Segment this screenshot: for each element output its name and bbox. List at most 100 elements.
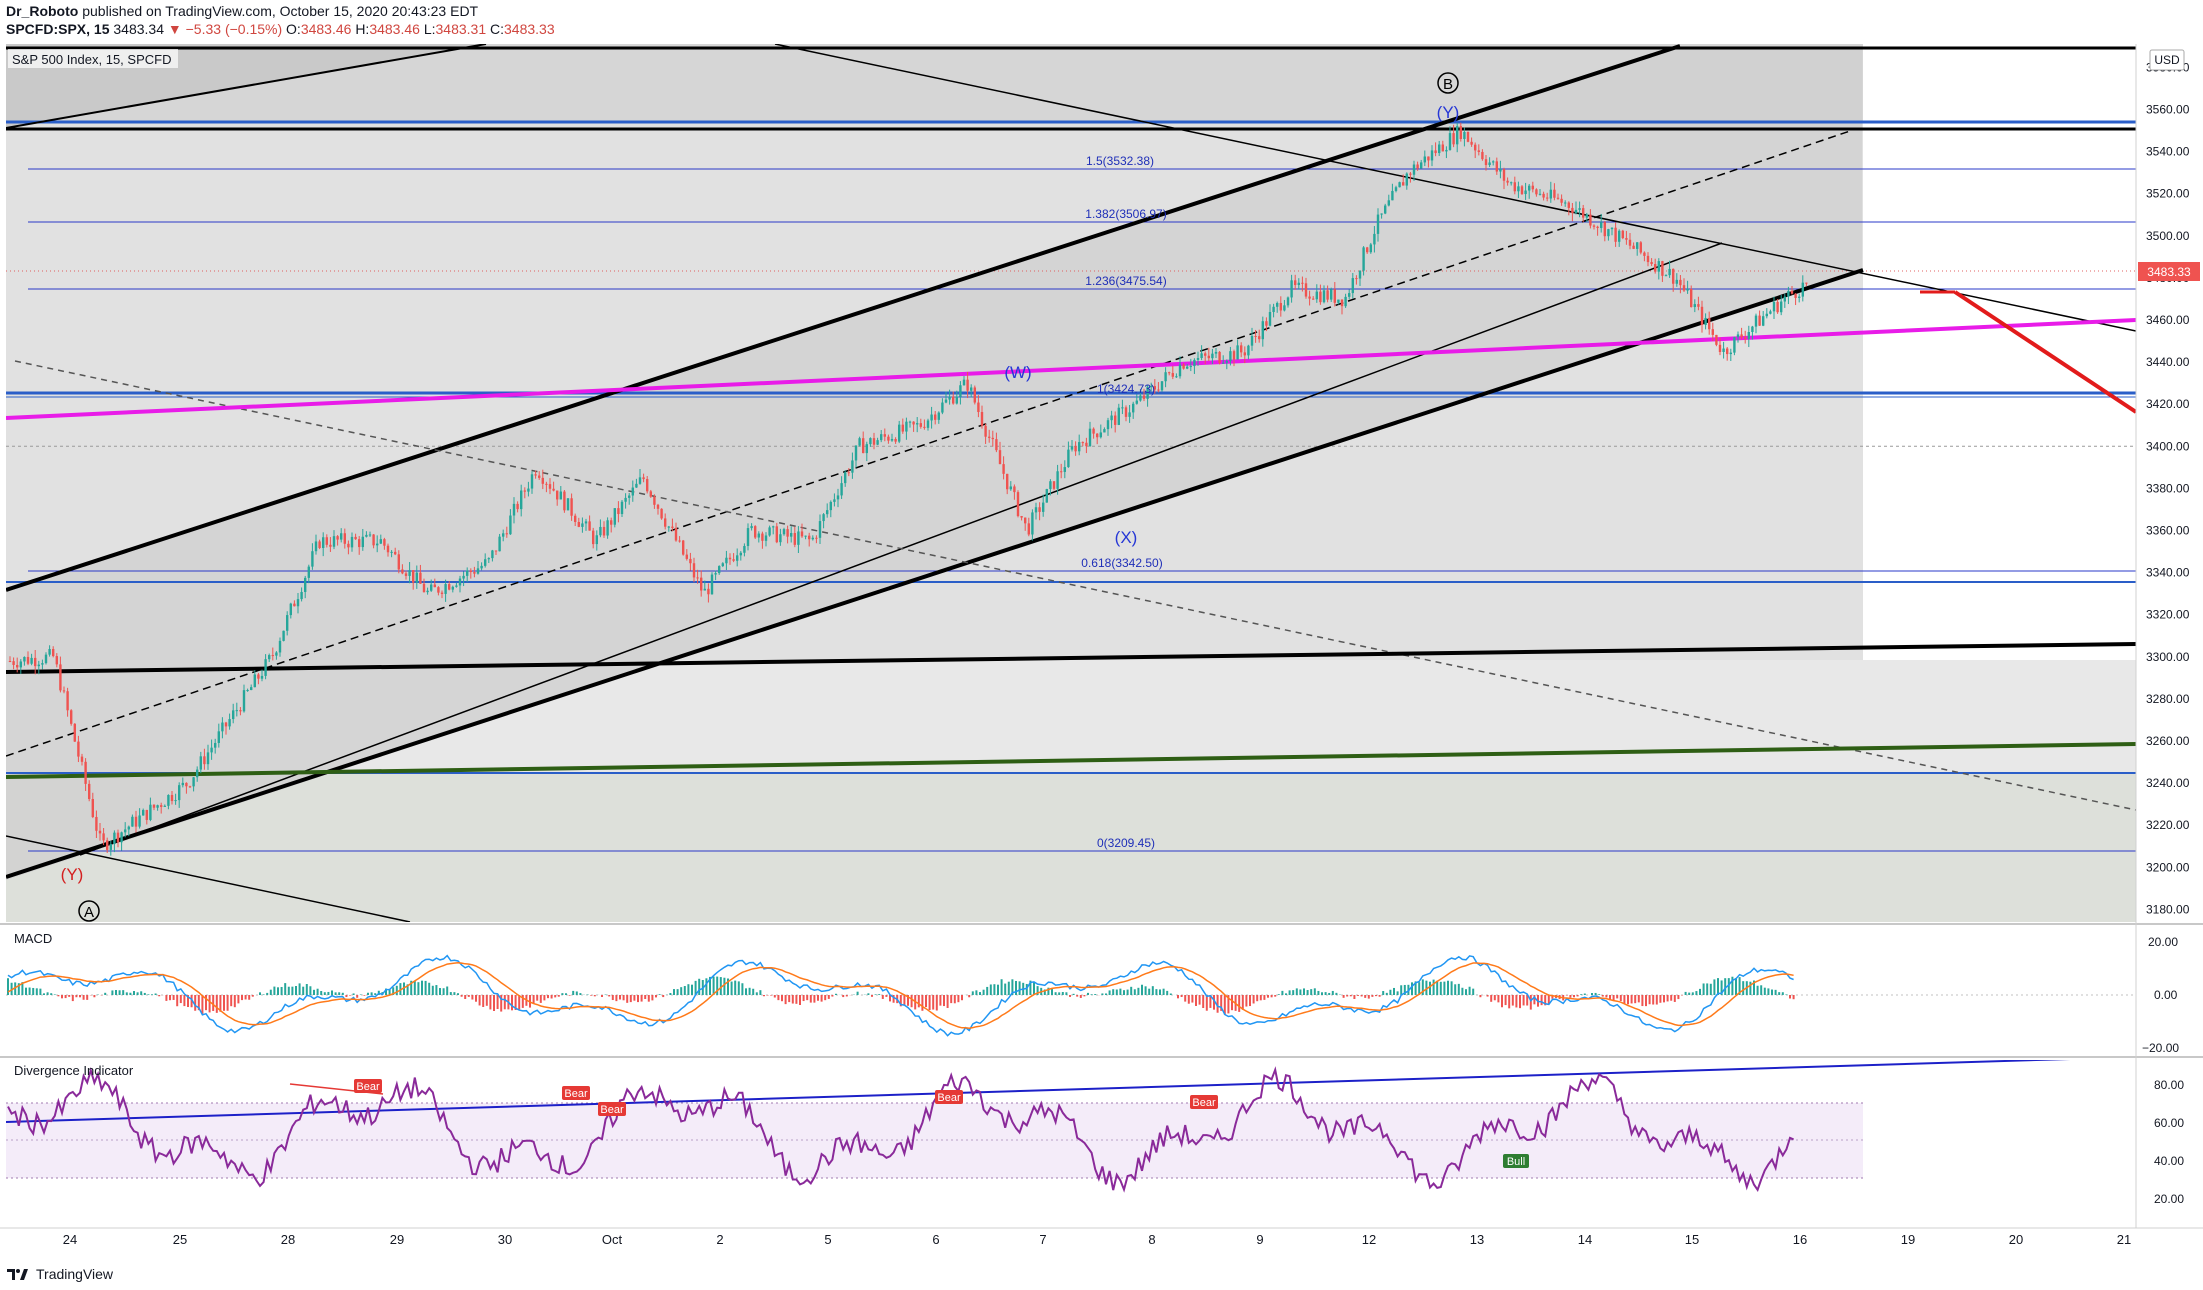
price-tick: 3340.00 (2146, 566, 2190, 580)
fib-label-0.618: 0.618(3342.50) (1081, 556, 1162, 570)
channel-lower-line (6, 268, 1864, 879)
candle-body (1567, 202, 1570, 208)
candle-body (37, 664, 40, 667)
candle-body (1510, 182, 1513, 184)
candle-body (1218, 351, 1221, 363)
candle-body (358, 539, 361, 548)
open-label: O: (286, 21, 301, 37)
close-value: 3483.33 (504, 21, 555, 37)
candle-body (1096, 433, 1099, 438)
candle-body (1495, 161, 1498, 172)
candle-body (646, 479, 649, 492)
candle-body (516, 503, 519, 510)
macd-pane[interactable]: MACD 20.00 0.00 −20.00 (6, 931, 2179, 1055)
candle-body (487, 558, 490, 560)
candle-body (149, 804, 152, 820)
candle-body (217, 731, 220, 743)
currency-label[interactable]: USD (2154, 53, 2180, 67)
candle-body (250, 687, 253, 691)
trendline-corner (6, 44, 487, 129)
symbol-label[interactable]: SPCFD:SPX, 15 (6, 21, 110, 37)
candle-body (1373, 233, 1376, 245)
candle-body (1272, 306, 1275, 313)
candle-body (44, 654, 48, 664)
candle-body (624, 497, 627, 502)
candle-body (772, 526, 775, 528)
candle-body (944, 399, 948, 403)
divergence-pane[interactable]: Bear Bear Bear Bear Bear Bull Divergence… (6, 1057, 2184, 1206)
candle-body (1391, 190, 1394, 201)
candle-body (1787, 290, 1790, 297)
candle-body (1448, 133, 1452, 150)
candle-body (1236, 345, 1239, 360)
bear-signal-4-label: Bear (937, 1092, 961, 1104)
candle-body (163, 805, 166, 807)
candle-body (836, 495, 840, 500)
candle-body (1427, 156, 1430, 161)
candle-body (998, 450, 1002, 465)
bear-signal-4 (935, 1090, 963, 1104)
candle-body (1243, 352, 1246, 356)
candle-body (822, 514, 825, 522)
candle-body (433, 584, 436, 588)
candle-body (826, 510, 829, 515)
candle-body (887, 436, 890, 441)
candle-body (156, 805, 159, 808)
author-name[interactable]: Dr_Roboto (6, 3, 79, 19)
candle-body (559, 491, 562, 500)
footer-brand[interactable]: TradingView (6, 1262, 113, 1286)
price-tick: 3400.00 (2146, 439, 2190, 453)
candle-body (1250, 335, 1254, 346)
candle-body (462, 575, 465, 579)
ohlc-line: SPCFD:SPX, 15 3483.34 ▼ −5.33 (−0.15%) O… (6, 21, 555, 37)
fib-label-1.382: 1.382(3506.97) (1085, 207, 1166, 221)
candle-body (1124, 407, 1128, 417)
time-tick: 25 (173, 1232, 187, 1247)
candle-body (1279, 302, 1282, 311)
candle-body (84, 761, 87, 784)
candle-body (631, 487, 634, 496)
candle-body (426, 590, 429, 593)
candle-body (545, 483, 548, 485)
candle-body (293, 603, 296, 607)
candle-body (653, 496, 656, 505)
candle-body (1686, 288, 1689, 291)
candle-body (707, 588, 710, 595)
lower-trendline (6, 835, 411, 922)
time-axis[interactable]: 24 25 28 29 30 Oct 2 5 6 7 8 9 12 13 14 15 16 19 20 21 (63, 1232, 2131, 1247)
candle-body (1081, 442, 1084, 444)
div-tick-80: 80.00 (2154, 1078, 2184, 1092)
candle-body (491, 550, 494, 559)
candle-body (1650, 262, 1653, 265)
candle-body (865, 444, 868, 454)
candle-body (1733, 337, 1736, 353)
candle-body (1009, 486, 1012, 490)
candle-body (1409, 173, 1412, 175)
candle-body (1474, 144, 1477, 151)
candle-body (649, 491, 652, 497)
candle-body (430, 584, 433, 591)
candle-body (505, 533, 508, 535)
main-pane[interactable]: 1.5(3532.38) 1.382(3506.97) 1.236(3475.5… (6, 44, 2200, 922)
candle-body (1754, 315, 1758, 327)
candle-body (494, 550, 498, 552)
candle-body (296, 599, 300, 607)
candle-body (329, 544, 332, 547)
candle-body (1006, 473, 1009, 490)
currency-badge[interactable] (2149, 49, 2185, 71)
candle-body (970, 387, 973, 391)
candle-body (862, 438, 865, 454)
candle-body (325, 537, 328, 545)
candle-body (1182, 364, 1185, 369)
candle-body (1492, 161, 1495, 163)
candle-body (286, 615, 289, 631)
candle-body (415, 572, 418, 583)
price-tick: 3560.00 (2146, 103, 2190, 117)
candle-body (340, 533, 343, 540)
candle-body (1618, 230, 1621, 242)
candle-body (613, 508, 616, 525)
candle-body (228, 719, 231, 727)
price-axis[interactable]: 3580.003560.003540.003520.003500.003480.… (2146, 60, 2190, 916)
candle-body (1592, 225, 1596, 227)
